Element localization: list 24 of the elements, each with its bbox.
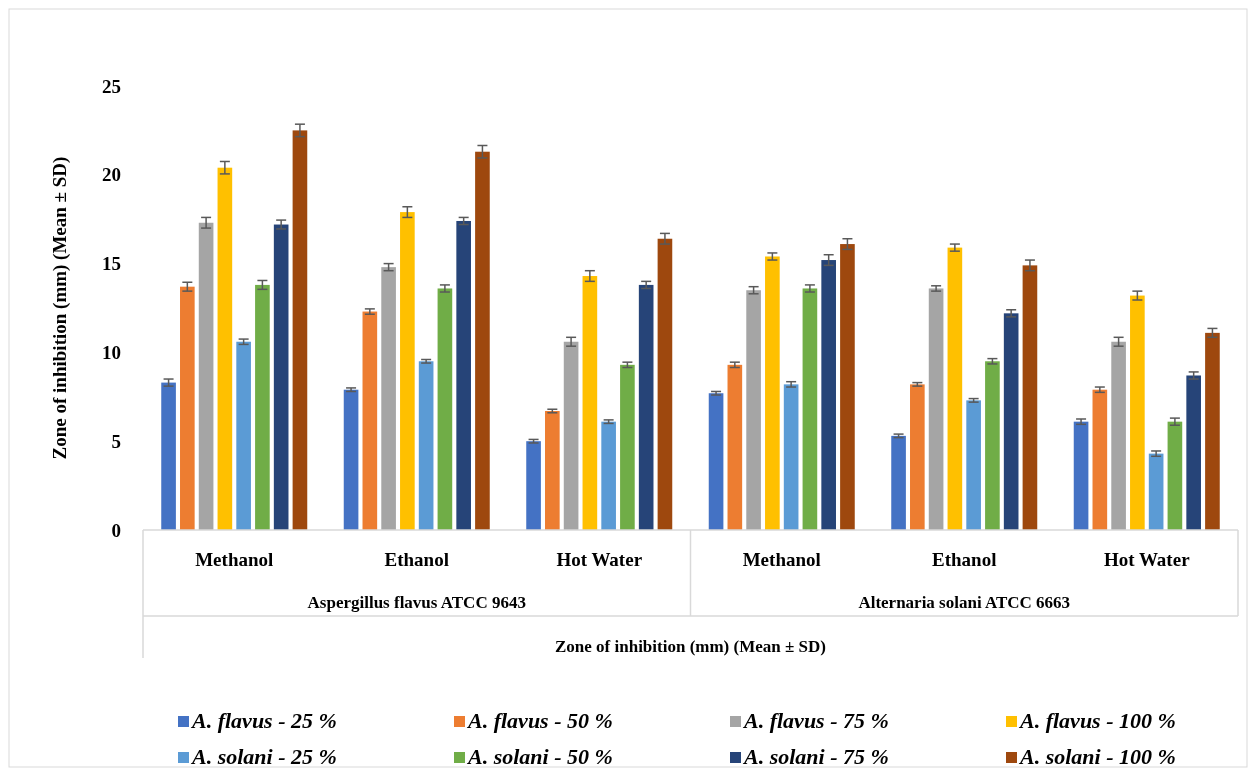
y-tick-label: 25 [102, 75, 121, 97]
x-tick-label: Ethanol [932, 549, 997, 570]
x-tick-label: Ethanol [384, 549, 449, 570]
legend-label: A. solani - 100 % [1018, 744, 1176, 769]
x-tick-label: Hot Water [556, 549, 643, 570]
legend-label: A. solani - 25 % [190, 744, 337, 769]
y-tick-label: 20 [102, 164, 121, 186]
y-tick-label: 5 [111, 430, 121, 452]
y-tick-label: 10 [102, 342, 121, 364]
legend-label: A. flavus - 25 % [190, 708, 337, 733]
y-tick-label: 0 [111, 519, 121, 541]
x-tick-label: Hot Water [1103, 549, 1191, 570]
legend-label: A. solani - 50 % [466, 744, 613, 769]
x-axis-title: Zone of inhibition (mm) (Mean ± SD) [555, 637, 826, 656]
text: Aspergillus flavus ATCC 9643 [307, 593, 526, 612]
legend-label: A. flavus - 50 % [466, 708, 613, 733]
legend-label: A. flavus - 75 % [742, 708, 889, 733]
x-tick-label: Methanol [742, 549, 821, 570]
legend-label: A. flavus - 100 % [1018, 708, 1176, 733]
y-axis-title: Zone of inhibition (mm) (Mean ± SD) [49, 156, 71, 460]
y-tick-label: 15 [102, 253, 121, 275]
text: Alternaria solani ATCC 6663 [858, 593, 1071, 612]
x-tick-label: Methanol [195, 549, 274, 570]
legend-label: A. solani - 75 % [742, 744, 889, 769]
